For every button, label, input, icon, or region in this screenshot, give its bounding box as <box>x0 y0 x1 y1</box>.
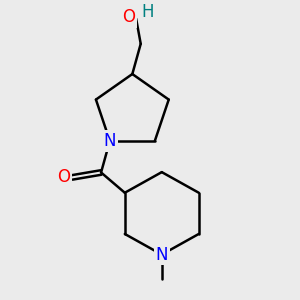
Text: O: O <box>57 168 70 186</box>
Text: O: O <box>122 8 135 26</box>
Text: N: N <box>103 132 116 150</box>
Text: N: N <box>155 246 168 264</box>
Text: H: H <box>142 2 154 20</box>
